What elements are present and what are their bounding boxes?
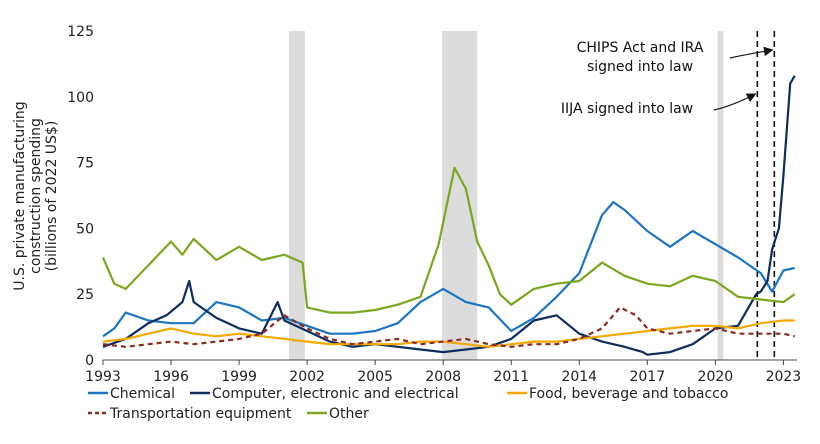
y-tick-label: 50 <box>76 221 94 237</box>
series-layer <box>101 75 796 356</box>
series-line-0 <box>102 201 795 338</box>
annotation-iija-arrow <box>713 93 757 111</box>
x-tick-label: 2020 <box>698 369 734 385</box>
legend-label-2: Food, beverage and tobacco <box>529 386 728 402</box>
annotations-layer: CHIPS Act and IRA signed into law IIJA sig… <box>561 40 774 117</box>
x-tick-label: 1996 <box>153 369 189 385</box>
annotation-lines-layer <box>756 31 776 360</box>
x-tick-label: 1993 <box>85 369 121 385</box>
y-tick-label: 25 <box>76 287 94 303</box>
y-tick-label: 75 <box>76 156 94 172</box>
x-tick-label: 2002 <box>289 369 325 385</box>
legend: Chemical Computer, electronic and electri… <box>88 386 728 422</box>
y-tick-label: 100 <box>67 90 94 106</box>
x-tick-label: 2017 <box>629 369 665 385</box>
x-tick-label: 2011 <box>493 369 529 385</box>
y-tick-label: 125 <box>67 24 94 40</box>
series-line-4 <box>101 166 796 314</box>
annotation-iija-text: IIJA signed into law <box>561 101 693 117</box>
annotation-chips-arrow <box>729 46 774 59</box>
x-tick-label: 1999 <box>221 369 257 385</box>
x-tick-label: 2005 <box>357 369 393 385</box>
y-axis-label: U.S. private manufacturingconstruction s… <box>12 101 60 290</box>
legend-label-4: Other <box>329 406 369 422</box>
legend-label-3: Transportation equipment <box>109 406 292 422</box>
axes-layer: 0 25 50 75 100 125 1993 1996 1999 2002 2005 2008 201… <box>12 24 801 385</box>
annotation-chips-text: CHIPS Act and IRA signed into law <box>577 40 704 75</box>
recession-band <box>442 31 478 360</box>
x-tick-label: 2023 <box>766 369 802 385</box>
x-tick-label: 2014 <box>561 369 597 385</box>
series-line-2 <box>102 319 795 348</box>
x-tick-label: 2008 <box>425 369 461 385</box>
y-tick-label: 0 <box>85 353 94 369</box>
recession-shading-layer <box>288 31 724 360</box>
series-line-3 <box>102 306 795 348</box>
legend-label-1: Computer, electronic and electrical <box>212 386 459 402</box>
legend-label-0: Chemical <box>110 386 175 402</box>
recession-band <box>717 31 724 360</box>
recession-band <box>288 31 305 360</box>
